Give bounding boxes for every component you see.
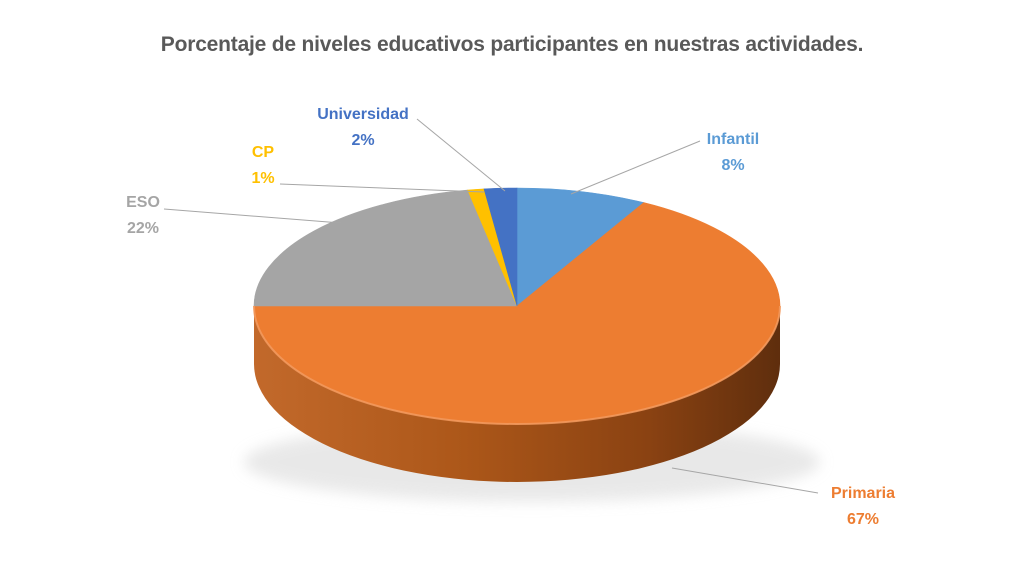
slice-label-percent: 2% [351, 132, 375, 149]
slice-label-infantil: Infantil 8% [643, 127, 823, 179]
chart-title: Porcentaje de niveles educativos partici… [160, 33, 864, 56]
leader-line-primaria [671, 467, 819, 494]
leader-line-cp [279, 183, 485, 193]
slice-label-percent: 8% [721, 157, 745, 174]
slice-label-name: Universidad [317, 106, 409, 123]
slice-label-primaria: Primaria 67% [773, 481, 953, 533]
slice-label-cp: CP 1% [173, 140, 353, 192]
slice-label-eso: ESO 22% [53, 190, 233, 242]
leader-line-eso [163, 208, 342, 224]
slice-label-percent: 67% [846, 511, 880, 528]
pie-rim-highlight [253, 305, 781, 425]
slice-label-name: Primaria [830, 485, 896, 502]
leader-line-universidad [416, 118, 506, 192]
pie-slice-eso [253, 189, 518, 307]
slice-label-name: CP [251, 144, 275, 161]
pie-side-rim [254, 306, 780, 482]
pie-slice-infantil [516, 187, 645, 307]
slice-label-percent: 22% [126, 220, 160, 237]
pie-slice-universidad [483, 187, 518, 307]
slice-label-name: Infantil [706, 131, 760, 148]
slice-label-universidad: Universidad 2% [273, 102, 453, 154]
leader-line-infantil [570, 140, 701, 195]
slice-label-percent: 1% [251, 170, 275, 187]
slice-label-name: ESO [126, 194, 160, 211]
